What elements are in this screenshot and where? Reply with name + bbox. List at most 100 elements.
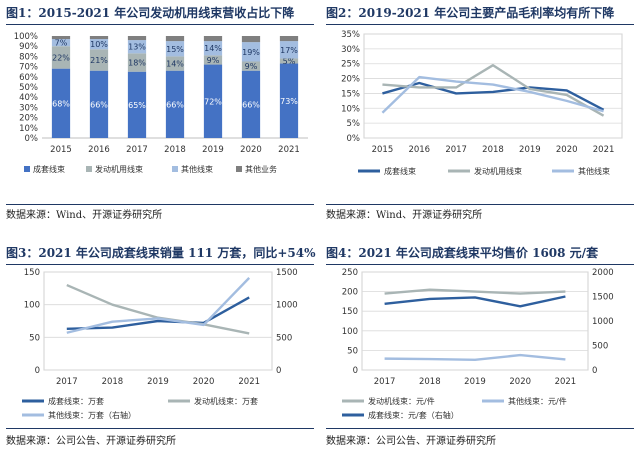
bar-segment [127,36,147,41]
bar-segment [241,70,261,138]
legend-label: 发动机线束：元/件 [368,396,435,406]
data-label: 72% [204,97,222,106]
y-tick-label: 10% [19,124,38,134]
bar-segment [89,39,109,50]
y-tick-label: 20% [341,75,360,85]
y-tick-label: 0 [35,366,40,376]
legend-swatch [24,166,30,172]
y2-tick-label: 2000 [592,268,614,278]
x-tick-label: 2018 [482,145,504,155]
bar-segment [165,70,185,138]
average-price-chart: 0 50 100 150 200 250 0 500 1000 1500 2000 2017 2018 2… [342,268,614,420]
y2-tick-label: 0 [592,366,597,376]
data-label: 15% [166,45,184,54]
series-line [381,75,604,114]
source-rule [6,428,314,429]
y-tick-label: 0% [347,134,361,144]
x-tick-label: 2018 [164,145,186,155]
bar-segment [127,71,147,138]
bar-segment [165,41,185,57]
bar-segment [51,46,71,69]
data-label: 66% [242,100,260,109]
data-label: 13% [128,43,146,52]
y-tick-label: 50 [347,346,358,356]
data-label: 22% [52,53,70,62]
source-note: 数据来源：公司公告、开源证券研究所 [326,436,496,447]
series-line [382,81,605,111]
panel-sales-volume: 图3：2021 年公司成套线束销量 111 万套，同比+54% 0 50 100 15… [2,240,318,466]
x-tick-label: 2017 [445,145,467,155]
revenue-share-chart: 0%10%20%30%40%50%60%70%80%90%100%68%22%7… [14,32,308,174]
data-label: 19% [242,48,260,57]
y-tick-label: 70% [19,63,38,73]
legend-label: 其他线束 [181,164,213,174]
y-tick-label: 50 [29,333,40,343]
y-tick-label: 30% [341,45,360,55]
data-label: 73% [280,97,298,106]
x-tick-label: 2015 [50,145,72,155]
data-label: 21% [90,56,108,65]
source-note: 数据来源：Wind、开源证券研究所 [326,210,483,221]
y-tick-label: 20% [19,114,38,124]
x-tick-label: 2017 [126,145,148,155]
data-label: 7% [55,39,68,48]
legend-label: 其他线束：元/件 [508,396,567,406]
x-tick-label: 2019 [202,145,224,155]
x-tick-label: 2018 [102,377,124,387]
series-line [66,277,251,334]
series-line [66,296,250,331]
panel-title: 图1：2015-2021 年公司发动机用线束营收占比下降 [6,6,295,20]
y-tick-label: 60% [19,73,38,83]
x-tick-label: 2020 [509,377,531,387]
bar-segment [127,53,147,72]
title-rule [6,264,314,265]
y2-tick-label: 1500 [276,268,298,278]
y-tick-label: 10% [341,104,360,114]
title-rule [6,24,314,25]
legend-label: 发动机线束：万套 [194,396,258,406]
bar-segment [279,58,299,64]
bar-segment [203,55,223,65]
legend-label: 其他线束：万套（右轴） [48,410,136,420]
y-tick-label: 25% [341,60,360,70]
series-line [384,288,566,295]
source-rule [6,204,314,205]
x-tick-label: 2016 [408,145,430,155]
source-note: 数据来源：公司公告、开源证券研究所 [6,436,176,447]
panel-title: 图3：2021 年公司成套线束销量 111 万套，同比+54% [6,246,316,260]
x-tick-label: 2019 [519,145,541,155]
data-label: 18% [128,59,146,68]
bar-segment [51,68,71,138]
y-tick-label: 50% [19,83,38,93]
bar-segment [241,42,261,62]
y-tick-label: 90% [19,42,38,52]
legend-swatch [172,166,178,172]
x-tick-label: 2017 [374,377,396,387]
legend-label: 成套线束：万套 [48,396,104,406]
gross-margin-chart: 0% 5% 10% 15% 20% 25% 30% 35% 2015 2016 2017 2018 20… [341,30,623,176]
y-tick-label: 100 [342,327,358,337]
y-tick-label: 0 [353,366,358,376]
bar-segment [279,36,299,42]
x-tick-label: 2021 [555,377,577,387]
data-label: 65% [128,101,146,110]
bar-segment [279,63,299,138]
bar-segment [165,56,185,71]
x-tick-label: 2021 [593,145,615,155]
x-tick-label: 2020 [193,377,215,387]
data-label: 14% [166,60,184,69]
data-label: 66% [90,100,108,109]
y-tick-label: 30% [19,103,38,113]
x-tick-label: 2016 [88,145,110,155]
legend-label: 成套线束：元/套（右轴） [368,410,459,420]
data-label: 9% [207,56,220,65]
legend-label: 成套线束 [33,164,65,174]
y-tick-label: 5% [347,119,361,129]
x-tick-label: 2017 [56,377,78,387]
y-tick-label: 150 [24,268,40,278]
data-label: 66% [166,100,184,109]
bar-segment [127,40,147,54]
data-label: 9% [245,62,258,71]
panel-gross-margin: 图2：2019-2021 年公司主要产品毛利率均有所下降 0% 5% 10% 15% 2… [322,0,638,226]
